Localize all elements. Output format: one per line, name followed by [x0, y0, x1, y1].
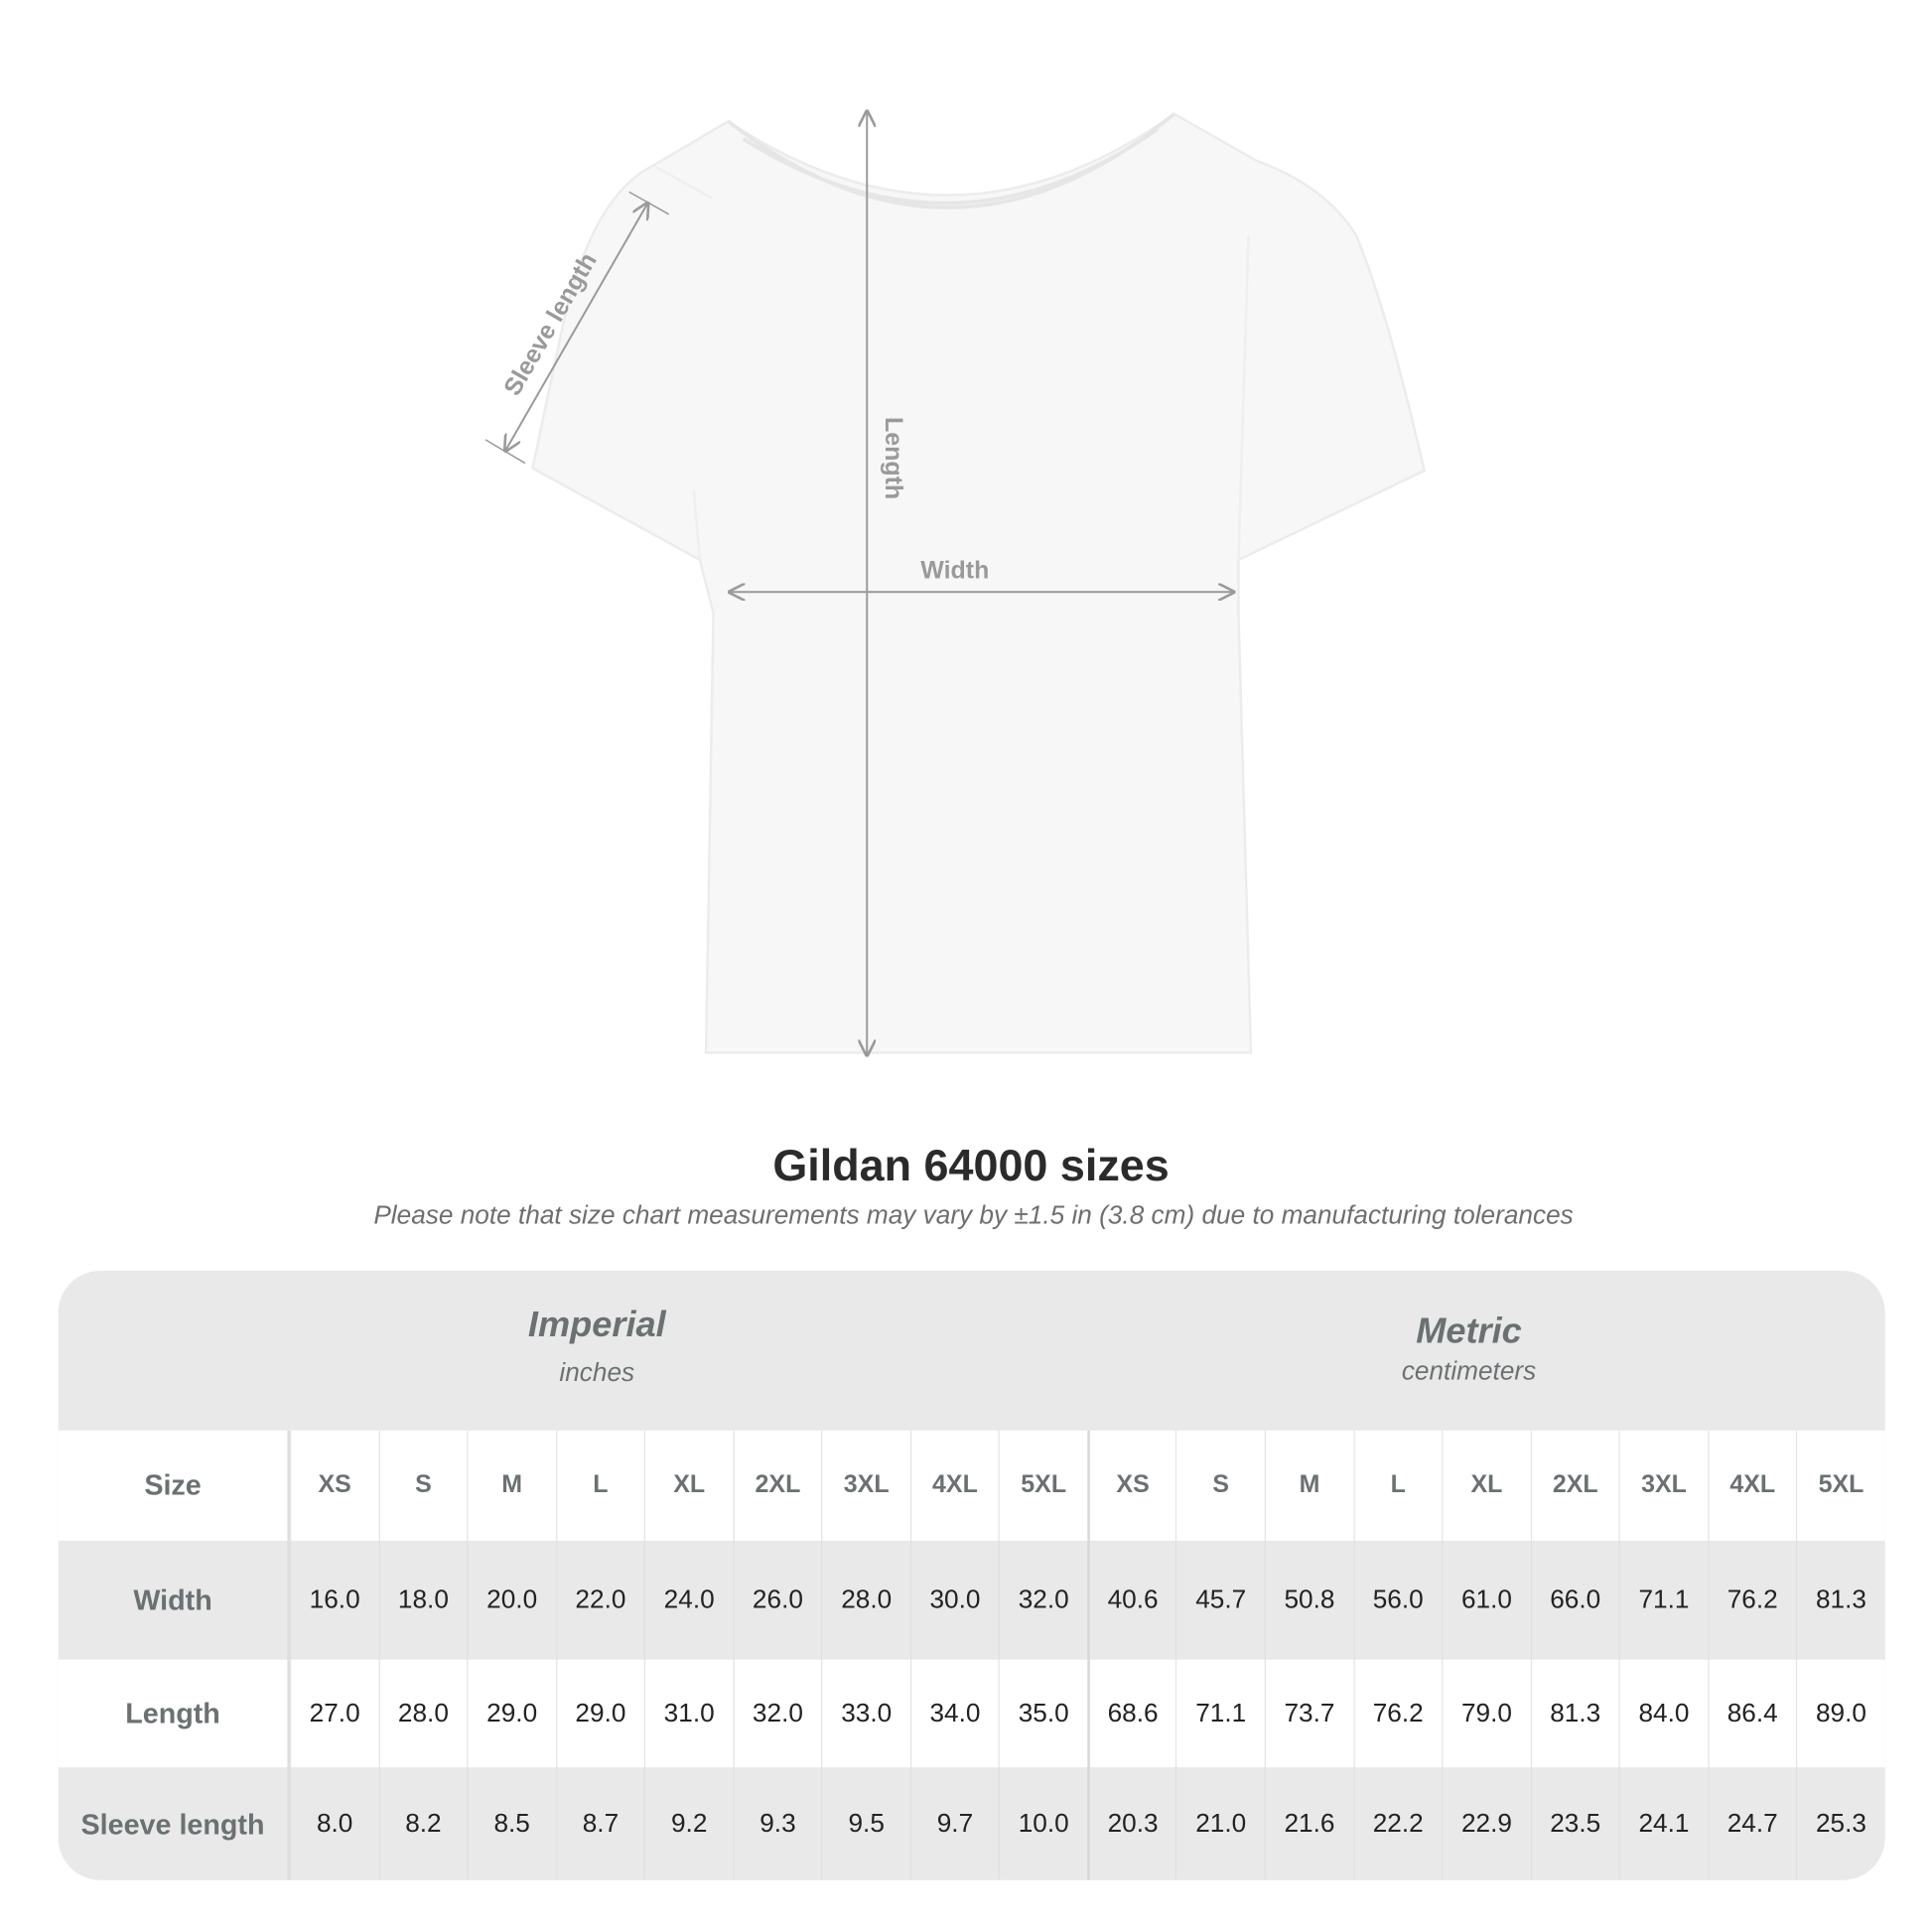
size-header-metric-4xl: 4XL: [1707, 1430, 1796, 1541]
size-header-metric-2xl: 2XL: [1530, 1430, 1618, 1541]
metric-value: 56.0: [1352, 1540, 1442, 1660]
page-title: Gildan 64000 sizes: [772, 1139, 1170, 1190]
size-header-imperial-s: S: [378, 1430, 467, 1541]
size-header-imperial-l: L: [555, 1430, 644, 1541]
imperial-value: 30.0: [909, 1540, 999, 1660]
imperial-value: 18.0: [378, 1540, 467, 1660]
imperial-value: 34.0: [909, 1659, 999, 1768]
size-header-imperial-m: M: [467, 1430, 555, 1541]
tshirt-diagram: Width Length Sleeve length: [484, 0, 1427, 1115]
metric-value: 50.8: [1264, 1540, 1353, 1660]
size-table: Imperial inches Metric centimeters Size X…: [58, 1270, 1885, 1880]
size-header-metric-m: M: [1264, 1430, 1353, 1541]
metric-value: 76.2: [1352, 1659, 1442, 1768]
imperial-value: 8.2: [378, 1767, 467, 1880]
metric-value: 84.0: [1618, 1659, 1708, 1768]
table-row-length: Length 27.0 28.0 29.0 29.0 31.0 32.0 33.0 34.0 35…: [58, 1659, 1885, 1768]
sleeve-arrow: [505, 204, 647, 451]
imperial-value: 33.0: [821, 1659, 909, 1768]
metric-value: 68.6: [1087, 1659, 1175, 1768]
metric-value: 61.0: [1442, 1540, 1530, 1660]
size-header-metric-xl: XL: [1442, 1430, 1530, 1541]
collar: [727, 112, 1175, 209]
imperial-value: 10.0: [998, 1767, 1087, 1880]
metric-value: 86.4: [1707, 1659, 1796, 1768]
size-header-metric-xs: XS: [1087, 1430, 1175, 1541]
imperial-value: 22.0: [555, 1540, 644, 1660]
imperial-value: 9.7: [909, 1767, 999, 1880]
metric-value: 89.0: [1796, 1659, 1884, 1768]
metric-header: Metric centimeters: [1345, 1311, 1593, 1387]
imperial-value: 9.5: [821, 1767, 909, 1880]
imperial-value: 24.0: [643, 1540, 733, 1660]
metric-value: 24.7: [1707, 1767, 1796, 1880]
metric-value: 22.9: [1442, 1767, 1530, 1880]
metric-value: 23.5: [1530, 1767, 1618, 1880]
width-label: Width: [920, 557, 989, 585]
imperial-value: 9.3: [733, 1767, 821, 1880]
row-label: Length: [59, 1659, 290, 1768]
size-header-metric-s: S: [1175, 1430, 1264, 1541]
metric-value: 24.1: [1618, 1767, 1708, 1880]
imperial-value: 26.0: [733, 1540, 821, 1660]
imperial-value: 8.0: [289, 1767, 378, 1880]
metric-value: 73.7: [1264, 1659, 1353, 1768]
size-header-imperial-3xl: 3XL: [821, 1430, 909, 1541]
metric-unit: centimeters: [1401, 1357, 1537, 1386]
imperial-title: Imperial: [527, 1305, 666, 1345]
imperial-value: 16.0: [289, 1540, 378, 1660]
imperial-value: 29.0: [467, 1659, 555, 1768]
table-row-sleeve-length: Sleeve length 8.0 8.2 8.5 8.7 9.2 9.3 9.5 9.7 10.…: [59, 1767, 1885, 1880]
imperial-value: 29.0: [555, 1659, 644, 1768]
size-header-imperial-2xl: 2XL: [733, 1430, 821, 1541]
tolerance-note: Please note that size chart measurements…: [373, 1201, 1574, 1230]
metric-value: 71.1: [1618, 1540, 1708, 1660]
size-header-metric-5xl: 5XL: [1796, 1430, 1884, 1541]
imperial-value: 28.0: [378, 1659, 467, 1768]
metric-value: 20.3: [1087, 1767, 1175, 1880]
size-header-imperial-5xl: 5XL: [998, 1430, 1087, 1541]
metric-value: 81.3: [1530, 1659, 1618, 1768]
imperial-value: 20.0: [467, 1540, 555, 1660]
metric-value: 79.0: [1442, 1659, 1530, 1768]
size-header-metric-3xl: 3XL: [1618, 1430, 1708, 1541]
metric-value: 21.6: [1264, 1767, 1353, 1880]
metric-title: Metric: [1416, 1311, 1522, 1352]
metric-value: 45.7: [1175, 1540, 1264, 1660]
size-header-imperial-xl: XL: [643, 1430, 733, 1541]
imperial-value: 32.0: [998, 1540, 1087, 1660]
size-header-imperial-xs: XS: [289, 1430, 378, 1541]
row-label: Sleeve length: [59, 1767, 290, 1880]
imperial-value: 28.0: [821, 1540, 909, 1660]
metric-value: 76.2: [1707, 1540, 1796, 1660]
size-header-imperial-4xl: 4XL: [909, 1430, 999, 1541]
metric-value: 22.2: [1352, 1767, 1442, 1880]
imperial-value: 32.0: [733, 1659, 821, 1768]
imperial-value: 31.0: [643, 1659, 733, 1768]
metric-value: 71.1: [1175, 1659, 1264, 1768]
imperial-value: 8.5: [467, 1767, 555, 1880]
size-header-row: Size XS S M L XL 2XL 3XL 4XL 5XL XS S M L XL 2XL 3XL 4XL 5…: [58, 1430, 1885, 1541]
table-row-width: Width 16.0 18.0 20.0 22.0 24.0 26.0 28.0 30.0 32.…: [59, 1540, 1885, 1660]
metric-value: 66.0: [1530, 1540, 1618, 1660]
imperial-header: Imperial inches: [474, 1306, 722, 1389]
imperial-value: 9.2: [643, 1767, 733, 1880]
imperial-value: 8.7: [555, 1767, 644, 1880]
metric-value: 40.6: [1087, 1540, 1175, 1660]
metric-value: 21.0: [1175, 1767, 1264, 1880]
size-label: Size: [59, 1430, 290, 1541]
imperial-unit: inches: [559, 1358, 635, 1388]
row-label: Width: [59, 1540, 290, 1660]
imperial-value: 27.0: [289, 1659, 378, 1768]
imperial-value: 35.0: [998, 1659, 1087, 1768]
metric-value: 25.3: [1796, 1767, 1884, 1880]
metric-value: 81.3: [1796, 1540, 1884, 1660]
size-header-metric-l: L: [1352, 1430, 1442, 1541]
length-label: Length: [880, 417, 907, 499]
